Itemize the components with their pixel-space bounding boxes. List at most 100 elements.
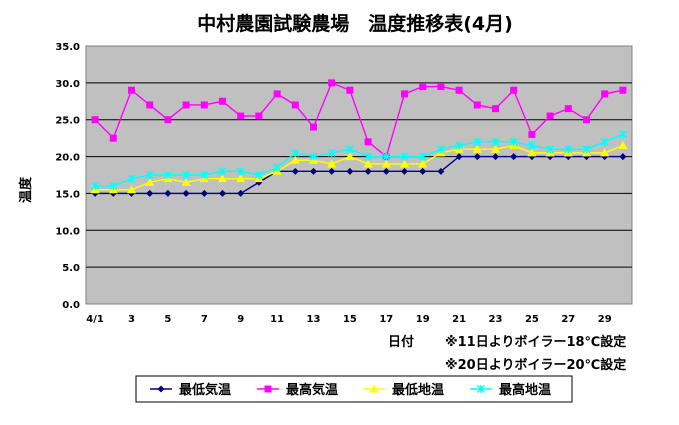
x-tick-label: 25 <box>525 314 539 325</box>
data-point <box>473 101 481 109</box>
data-point <box>527 148 537 157</box>
data-point <box>564 145 573 154</box>
y-tick-label: 20.0 <box>55 153 80 164</box>
x-axis-label: 日付 <box>388 334 414 350</box>
data-point <box>364 152 373 161</box>
data-point <box>419 83 427 91</box>
data-point <box>455 153 463 161</box>
data-point <box>254 171 263 179</box>
data-point <box>363 159 373 168</box>
note-2: ※20日よりボイラー20℃設定 <box>445 357 626 373</box>
data-point <box>382 167 390 175</box>
data-point <box>237 112 245 120</box>
x-tick-label: 17 <box>379 314 393 325</box>
data-point <box>328 79 336 87</box>
x-tick-label: 21 <box>452 314 466 325</box>
data-point <box>619 86 627 94</box>
data-point <box>400 152 409 161</box>
legend-label: 最高地温 <box>499 382 551 398</box>
data-point <box>346 86 354 94</box>
legend-item-1: 最低気温 <box>150 382 231 398</box>
data-point <box>91 116 99 124</box>
data-point <box>455 86 463 94</box>
data-point <box>364 167 372 175</box>
data-point <box>273 90 281 98</box>
data-point <box>127 174 136 183</box>
data-point <box>290 155 300 164</box>
data-point <box>619 153 627 161</box>
data-point <box>492 105 499 113</box>
data-point <box>163 171 172 179</box>
y-tick-label: 25.0 <box>55 116 80 127</box>
data-point <box>327 159 337 168</box>
x-tick-label: 4/1 <box>86 314 104 325</box>
data-point <box>528 130 536 138</box>
data-point <box>91 182 100 191</box>
legend-item-3: 最低地温 <box>363 382 444 398</box>
legend-marker <box>369 384 379 393</box>
legend-marker <box>477 385 485 393</box>
data-point <box>346 167 354 175</box>
data-point <box>583 116 590 124</box>
data-point <box>109 182 118 191</box>
data-point <box>182 189 190 197</box>
data-point <box>291 167 299 175</box>
data-point <box>146 101 154 109</box>
data-point <box>218 174 227 183</box>
legend-label: 最低気温 <box>179 382 231 398</box>
legend: 最低気温 最高気温 最低地温 最高地温 <box>150 382 551 398</box>
data-point <box>255 112 263 120</box>
data-point <box>564 105 572 113</box>
data-point <box>473 137 482 146</box>
x-tick-label: 11 <box>270 314 284 325</box>
data-point <box>146 189 154 197</box>
data-point <box>582 145 591 154</box>
x-tick-label: 13 <box>307 314 321 325</box>
data-point <box>219 189 226 197</box>
series-line-3 <box>95 144 624 191</box>
data-point <box>546 112 554 120</box>
data-point <box>291 101 299 109</box>
data-point <box>310 123 317 131</box>
data-point <box>236 167 245 176</box>
legend-box <box>135 375 573 403</box>
x-tick-label: 9 <box>237 314 244 325</box>
series-line-4 <box>95 133 624 187</box>
x-tick-label: 27 <box>561 314 575 325</box>
data-point <box>381 159 391 168</box>
data-point <box>345 145 354 154</box>
data-point <box>419 167 427 175</box>
data-point <box>127 185 136 194</box>
data-point <box>436 145 445 154</box>
data-point <box>200 171 209 179</box>
y-tick-label: 30.0 <box>55 79 80 90</box>
data-point <box>618 130 627 139</box>
data-point <box>510 86 518 94</box>
data-point <box>164 116 172 124</box>
data-point <box>164 189 172 197</box>
legend-marker <box>157 385 165 393</box>
y-tick-label: 0.0 <box>62 300 80 311</box>
x-tick-label: 5 <box>164 314 171 325</box>
data-point <box>382 152 391 161</box>
data-point <box>437 83 445 91</box>
y-tick-label: 5.0 <box>62 263 80 274</box>
data-point <box>491 137 500 146</box>
x-tick-label: 23 <box>489 314 503 325</box>
series-group <box>90 79 628 197</box>
data-point <box>472 144 482 153</box>
data-point <box>328 167 336 175</box>
data-point <box>327 148 336 157</box>
x-tick-label: 15 <box>343 314 357 325</box>
data-point <box>182 171 191 179</box>
x-axis-ticks: 4/1 3 5 7 9 11 13 15 17 19 21 23 25 27 29 <box>86 314 611 325</box>
chart-title: 中村農園試験農場 温度推移表(4月) <box>197 12 513 35</box>
series-4 <box>91 130 627 191</box>
y-tick-label: 10.0 <box>55 226 80 237</box>
data-point <box>473 153 481 161</box>
data-point <box>600 137 609 146</box>
data-point <box>200 101 208 109</box>
y-tick-label: 15.0 <box>55 189 80 200</box>
data-point <box>437 167 445 175</box>
